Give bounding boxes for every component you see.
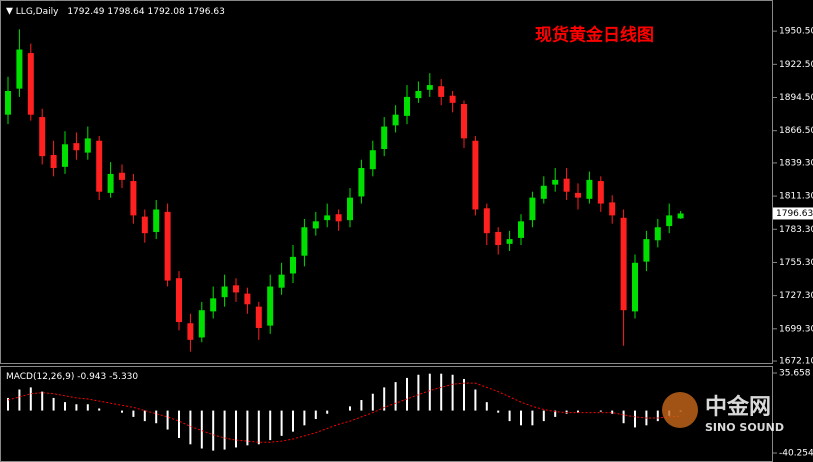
candle-body	[643, 239, 650, 262]
candle-body	[278, 274, 285, 288]
candle-body	[563, 178, 570, 192]
y-tick-label: 1894.50	[779, 93, 813, 103]
candle-body	[39, 117, 46, 157]
y-tick-label: 1672.10	[779, 357, 813, 367]
candle-body	[518, 221, 524, 238]
y-tick-label: -40.254	[779, 448, 813, 458]
candle-body	[153, 209, 160, 232]
last-low: 1792.08	[148, 7, 185, 17]
candle-body	[290, 256, 296, 274]
candle-body	[677, 213, 684, 219]
macd-last: -0.943	[77, 372, 106, 382]
candle-body	[96, 140, 103, 192]
candle-body	[233, 285, 239, 293]
candle-body	[267, 286, 274, 326]
candle-body	[312, 221, 319, 229]
candle-body	[654, 227, 661, 241]
candle-body	[73, 143, 80, 151]
symbol: ▼ LLG,Daily 1792.49 1798.64 1792.08 1796…	[6, 7, 225, 17]
candle-body	[198, 310, 205, 338]
candle-body	[301, 227, 308, 256]
candle-body	[324, 215, 331, 221]
candle-body	[358, 168, 365, 197]
candle-body	[461, 104, 467, 139]
price-box	[773, 207, 813, 220]
y-tick-label: 1922.50	[779, 60, 813, 70]
candle-body	[255, 306, 262, 328]
candle-body	[84, 138, 91, 153]
symbol-text: LLG,Daily	[16, 7, 59, 17]
candle-body	[130, 181, 137, 216]
y-tick-label: 1699.30	[779, 324, 813, 334]
candle-body	[404, 96, 410, 116]
candle-body	[50, 154, 57, 169]
candle-body	[575, 192, 581, 198]
watermark: SINO SOUND	[705, 421, 784, 434]
candle-body	[609, 202, 616, 216]
candle-body	[495, 231, 502, 246]
candle-body	[483, 208, 490, 234]
y-tick-label: 1811.30	[779, 192, 813, 202]
chart-title: 现货黄金日线图	[535, 25, 654, 46]
candle-body	[244, 293, 251, 305]
candle-body	[164, 211, 171, 281]
candle-body	[415, 90, 422, 99]
last-open: 1792.49	[67, 7, 104, 17]
candle-body	[552, 179, 559, 185]
candle-body	[141, 216, 148, 234]
signal-line	[7, 382, 681, 443]
candle-body	[438, 86, 445, 97]
current-price: 1796.63	[776, 209, 813, 219]
candle-body	[335, 214, 342, 222]
candle-body	[586, 179, 593, 199]
candle-body	[540, 185, 547, 199]
candle-body	[632, 262, 638, 312]
y-tick-label: 35.658	[779, 368, 811, 378]
last-high: 1798.64	[107, 7, 144, 17]
macd-name: MACD(12,26,9)	[6, 372, 74, 382]
candle-body	[506, 239, 513, 244]
price-panel	[0, 0, 773, 364]
marks: 1950.50 1922.50 1894.50 1866.50 1839.30 1811.…	[5, 27, 813, 458]
last-close: 1796.63	[188, 7, 225, 17]
candle-body	[472, 140, 479, 210]
candle-body	[176, 278, 182, 323]
candle-body	[449, 95, 456, 103]
candle-body	[392, 114, 399, 126]
logo	[662, 392, 698, 428]
watermark: 中金网	[705, 394, 771, 420]
y-tick-label: 1866.50	[779, 126, 813, 136]
candle-body	[666, 215, 673, 227]
y-tick-label: 1839.30	[779, 158, 813, 168]
candle-body	[347, 197, 353, 221]
candle-body	[187, 323, 194, 340]
y-tick-label: 1950.50	[779, 27, 813, 37]
candle-body	[369, 150, 376, 170]
candle-body	[119, 172, 125, 180]
signal-last: -5.330	[109, 372, 138, 382]
candle-body	[16, 49, 23, 89]
macd-label: MACD(12,26,9) -0.943 -5.330	[6, 372, 138, 382]
candle-body	[426, 85, 433, 90]
candle-body	[381, 126, 388, 150]
candle-body	[27, 53, 34, 115]
candle-body	[529, 197, 536, 221]
candle-body	[597, 181, 604, 204]
candle-body	[620, 217, 627, 311]
y-tick-label: 1783.30	[779, 225, 813, 235]
candle-body	[62, 144, 68, 167]
y-tick-label: 1755.30	[779, 258, 813, 268]
candle-body	[5, 90, 11, 115]
candle-body	[107, 173, 114, 193]
y-tick-label: 1727.30	[779, 291, 813, 301]
candle-body	[210, 298, 217, 312]
candle-body	[221, 286, 228, 298]
